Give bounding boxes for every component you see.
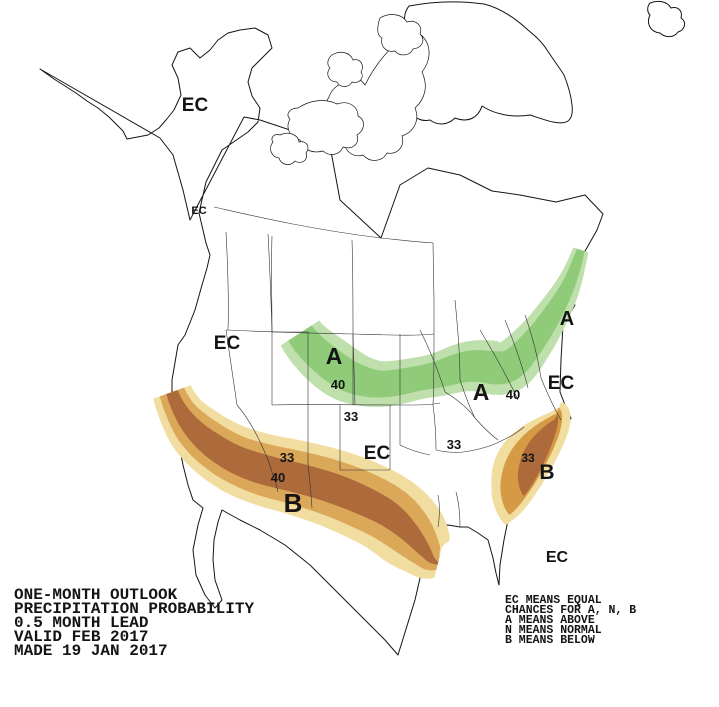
svg-text:40: 40 <box>506 387 520 402</box>
svg-text:B: B <box>284 488 303 518</box>
svg-text:A: A <box>326 343 343 369</box>
svg-text:B: B <box>539 461 554 484</box>
svg-text:B MEANS BELOW: B MEANS BELOW <box>505 634 595 647</box>
svg-text:MADE 19 JAN 2017: MADE 19 JAN 2017 <box>14 642 168 660</box>
svg-text:EC: EC <box>546 549 569 566</box>
svg-text:EC: EC <box>214 333 241 354</box>
svg-text:EC: EC <box>191 205 206 217</box>
svg-text:33: 33 <box>447 437 461 452</box>
svg-text:33: 33 <box>344 409 358 424</box>
svg-text:33: 33 <box>280 450 294 465</box>
svg-text:A: A <box>473 379 490 405</box>
svg-text:40: 40 <box>271 470 285 485</box>
svg-text:A: A <box>560 308 574 330</box>
svg-text:40: 40 <box>331 377 345 392</box>
svg-text:33: 33 <box>521 451 535 465</box>
svg-text:EC: EC <box>182 95 209 116</box>
svg-text:EC: EC <box>364 443 391 464</box>
svg-text:EC: EC <box>548 373 575 394</box>
